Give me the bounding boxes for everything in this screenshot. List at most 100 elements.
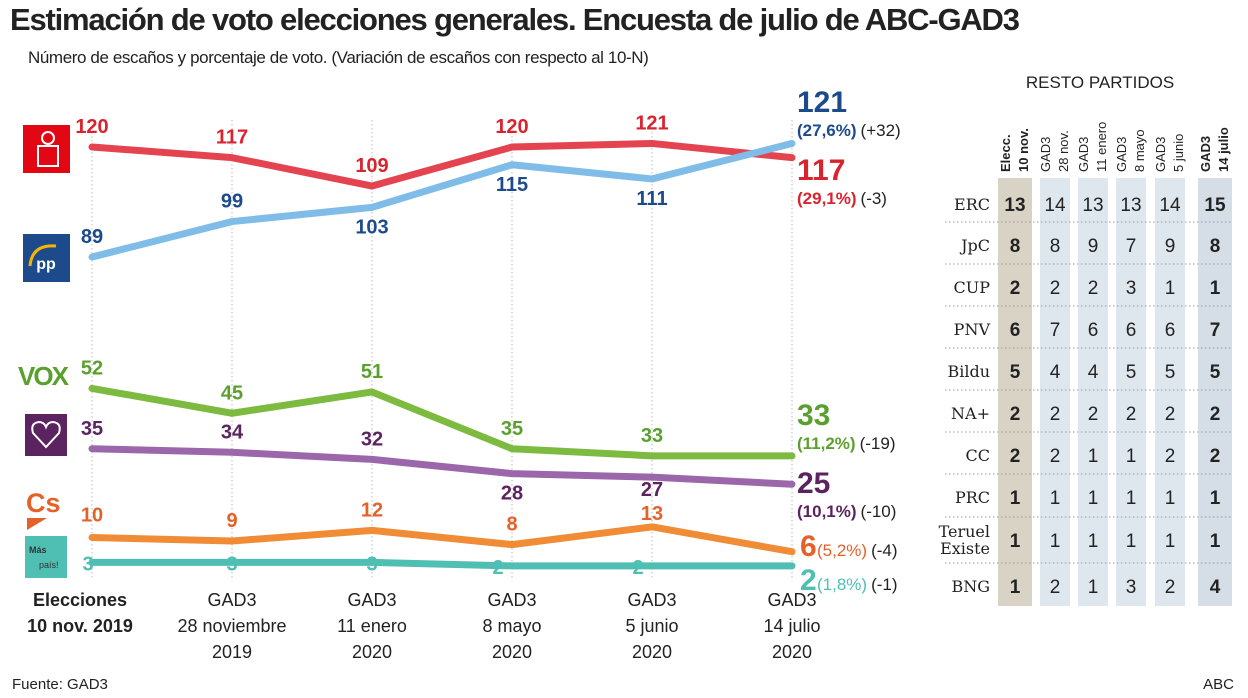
data-label: 111	[636, 188, 667, 210]
row-party-label: NA+	[951, 404, 990, 423]
table-cell: 1	[1088, 577, 1099, 598]
final-change: (-10)	[861, 502, 897, 521]
table-column-bg	[1078, 178, 1108, 606]
table-cell: 1	[1210, 278, 1221, 299]
pp-gull-logo: pp	[23, 234, 70, 282]
x-tick-label: GAD3 5 junio 2020	[625, 590, 678, 662]
x-tick-line: 5 junio	[625, 616, 678, 636]
table-cell: 2	[1050, 577, 1061, 598]
data-label: 10	[81, 505, 103, 527]
table-cell: 2	[1010, 404, 1021, 425]
party-name-line: ERC	[954, 195, 990, 214]
series-line-psoe	[88, 139, 796, 190]
party-name-line: Bildu	[947, 362, 990, 381]
column-header-line: GAD3	[1038, 137, 1053, 172]
table-cell: 7	[1210, 320, 1221, 341]
final-change: (-4)	[871, 541, 897, 560]
final-seats-label: 6	[800, 530, 817, 563]
data-label: 99	[221, 191, 243, 213]
final-pct: (1,8%)	[817, 575, 867, 594]
data-label: 3	[82, 553, 93, 575]
data-label: 3	[226, 553, 237, 575]
mas-pais-logo: Más país!	[25, 536, 67, 578]
row-party-label: CUP	[954, 278, 991, 297]
table-cell: 1	[1210, 531, 1221, 552]
data-label: 120	[495, 116, 528, 138]
column-header-line: 28 nov.	[1056, 130, 1071, 172]
table-cell: 1	[1050, 488, 1061, 509]
data-label: 120	[75, 116, 108, 138]
final-label: (11,2%) (-19)	[797, 434, 896, 453]
table-cell: 2	[1050, 446, 1061, 467]
column-header-line: GAD3	[1198, 136, 1213, 172]
x-tick-label: GAD3 8 mayo 2020	[482, 590, 541, 662]
x-tick-line: 10 nov. 2019	[27, 616, 133, 636]
final-label: (27,6%) (+32)	[797, 121, 901, 140]
logo-fist	[37, 145, 59, 167]
x-tick-line: 2020	[772, 642, 812, 662]
x-tick-label: GAD3 14 julio 2020	[763, 590, 820, 662]
data-label: 8	[506, 514, 517, 536]
table-cell: 1	[1088, 446, 1099, 467]
table-cell: 4	[1210, 577, 1221, 598]
table-cell: 5	[1126, 362, 1137, 383]
final-change: (+32)	[861, 121, 901, 140]
table-column-header: GAD3 11 enero	[1076, 122, 1109, 172]
series-line-cs	[88, 523, 796, 556]
heart-shape	[31, 420, 61, 449]
table-column-bg	[1198, 178, 1232, 606]
table-column-header: GAD3 28 nov.	[1038, 130, 1071, 172]
column-header-line: GAD3	[1114, 137, 1129, 172]
table-cell: 2	[1088, 404, 1099, 425]
data-label: 2	[492, 557, 503, 579]
table-cell: 3	[1126, 278, 1137, 299]
table-cell: 4	[1088, 362, 1099, 383]
data-label: 32	[361, 428, 383, 450]
table-cell: 7	[1050, 320, 1061, 341]
data-label: 27	[641, 479, 663, 501]
final-label: (10,1%) (-10)	[797, 502, 896, 521]
cs-triangle	[27, 518, 47, 530]
data-label: 115	[496, 174, 528, 196]
table-cell: 6	[1088, 320, 1099, 341]
brand-label: ABC	[1203, 676, 1234, 693]
x-tick-label: GAD3 11 enero 2020	[337, 590, 407, 662]
table-cell: 1	[1165, 278, 1176, 299]
final-label: (5,2%) (-4)	[817, 541, 898, 560]
final-seats-label: 33	[797, 399, 830, 432]
data-label: 2	[632, 557, 643, 579]
logo-rose	[41, 131, 55, 145]
party-name-line: CC	[966, 446, 990, 465]
final-change: (-19)	[860, 434, 896, 453]
data-label: 52	[81, 357, 103, 379]
logo-text: país!	[39, 560, 59, 570]
data-label: 33	[641, 425, 663, 447]
page-subtitle: Número de escaños y porcentaje de voto. …	[28, 48, 649, 67]
table-cell: 2	[1165, 577, 1176, 598]
table-cell: 8	[1050, 236, 1061, 257]
x-tick-line: Elecciones	[33, 590, 127, 610]
logo-bg	[25, 536, 67, 578]
final-change: (-1)	[871, 575, 897, 594]
table-cell: 5	[1210, 362, 1221, 383]
x-tick-line: 28 noviembre	[177, 616, 286, 636]
table-cell: 15	[1204, 195, 1226, 216]
table-cell: 1	[1010, 531, 1021, 552]
table-cell: 1	[1088, 488, 1099, 509]
series-line-unidas-podemos	[88, 445, 796, 488]
table-column-bg	[1116, 178, 1146, 606]
final-seats-label: 121	[797, 86, 847, 119]
source-note: Fuente: GAD3	[12, 676, 108, 693]
x-tick-line: 2019	[212, 642, 252, 662]
column-header-line: 11 enero	[1094, 122, 1109, 172]
logo-text: Más	[29, 545, 47, 555]
data-label: 28	[501, 483, 523, 505]
table-cell: 14	[1044, 195, 1066, 216]
row-party-label: Bildu	[947, 362, 990, 381]
final-label: (29,1%) (-3)	[797, 189, 887, 208]
table-column-header: Elecc. 10 nov.	[998, 128, 1031, 172]
table-cell: 2	[1210, 446, 1221, 467]
table-title: RESTO PARTIDOS	[1026, 73, 1174, 92]
x-tick-line: 2020	[632, 642, 672, 662]
data-label: 13	[641, 503, 663, 525]
